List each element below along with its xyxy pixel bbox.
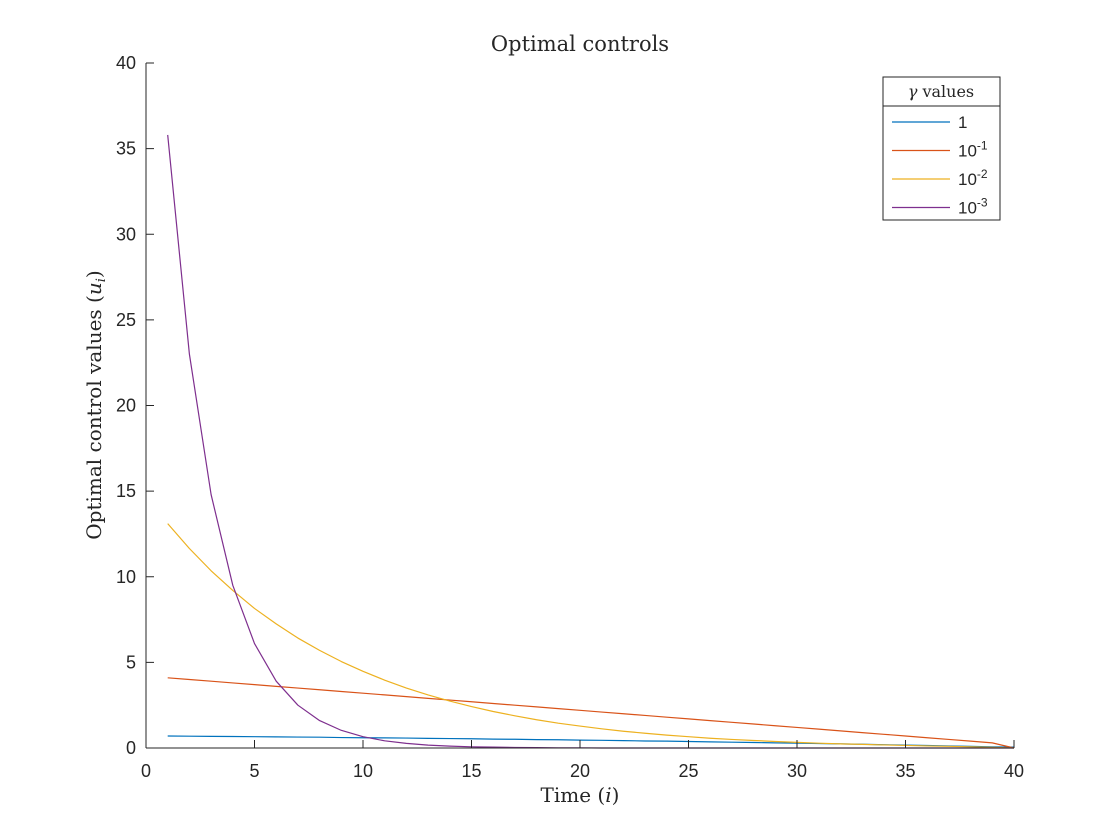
x-tick-label: 15 (461, 761, 481, 781)
y-tick-label: 25 (116, 310, 136, 330)
x-tick-label: 40 (1004, 761, 1024, 781)
y-tick-label: 35 (116, 139, 136, 159)
x-tick-label: 30 (787, 761, 807, 781)
y-axis-label-close: ) (82, 270, 106, 278)
y-ticks: 0 5 10 15 20 25 30 35 40 (116, 53, 154, 758)
legend-entry-exponent: -2 (977, 167, 988, 181)
y-axis-label-sub: i (94, 278, 109, 282)
x-axis-label-text: Time ( (541, 783, 606, 807)
legend-entry-1: 1 (958, 113, 967, 132)
y-tick-label: 15 (116, 481, 136, 501)
y-tick-label: 30 (116, 224, 136, 244)
x-tick-label: 35 (895, 761, 915, 781)
legend: γ values 110-110-210-3 (882, 76, 1001, 221)
legend-entry-base: 1 (958, 113, 967, 132)
y-axis-label: Optimal control values (ui) (82, 270, 109, 539)
y-tick-label: 10 (116, 567, 136, 587)
x-tick-label: 20 (570, 761, 590, 781)
legend-entry-exponent: -1 (977, 139, 988, 153)
y-axis-label-var: u (82, 282, 106, 295)
series-line-2 (167, 677, 1015, 749)
x-tick-label: 25 (678, 761, 698, 781)
x-tick-label: 5 (249, 761, 259, 781)
legend-entry-3: 10-2 (958, 167, 988, 189)
y-tick-label: 40 (116, 53, 136, 73)
x-tick-label: 10 (353, 761, 373, 781)
legend-entry-base: 10 (958, 199, 977, 218)
legend-entries: 110-110-210-3 (892, 113, 988, 218)
x-tick-label: 0 (141, 761, 151, 781)
legend-title-symbol: γ (908, 82, 918, 101)
legend-entry-exponent: -3 (977, 196, 988, 210)
y-axis-label-text: Optimal control values ( (82, 295, 106, 540)
x-axis-label: Time (i) (541, 783, 620, 807)
y-tick-label: 20 (116, 396, 136, 416)
chart-title: Optimal controls (491, 32, 669, 56)
legend-entry-4: 10-3 (958, 196, 988, 218)
x-axis-label-close: ) (612, 783, 620, 807)
legend-box (882, 76, 1001, 221)
x-ticks: 0 5 10 15 20 25 30 35 40 (141, 740, 1024, 781)
series-line-3 (167, 523, 1015, 749)
y-tick-label: 0 (126, 738, 136, 758)
legend-entry-2: 10-1 (958, 139, 988, 161)
legend-entry-base: 10 (958, 142, 977, 161)
axes: 0 5 10 15 20 25 30 35 40 0 5 10 15 20 25 30 35 40 (116, 53, 1024, 781)
x-axis-label-var: i (605, 783, 611, 807)
legend-entry-base: 10 (958, 170, 977, 189)
legend-title-text: values (921, 82, 974, 101)
legend-title: γ values (908, 82, 974, 101)
y-tick-label: 5 (126, 652, 136, 672)
